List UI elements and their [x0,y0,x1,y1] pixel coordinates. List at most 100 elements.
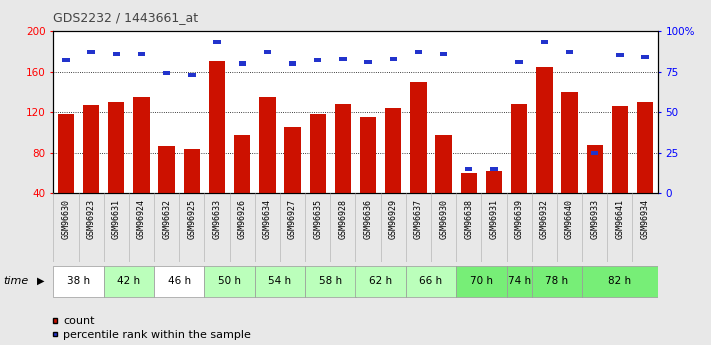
Text: GSM96634: GSM96634 [263,199,272,239]
Bar [314,58,321,62]
Bar [385,108,402,193]
Bar [515,60,523,64]
Bar [260,97,276,193]
Text: GSM96928: GSM96928 [338,199,348,239]
Bar [611,106,628,193]
Text: GSM96630: GSM96630 [61,199,70,239]
Bar [183,149,200,193]
Bar [264,50,271,54]
Text: 70 h: 70 h [470,276,493,286]
Bar [213,40,220,45]
Text: GSM96631: GSM96631 [112,199,121,239]
Bar [112,52,120,56]
Bar [238,61,246,66]
Bar [309,114,326,193]
Text: GSM96934: GSM96934 [641,199,650,239]
Bar [163,71,171,75]
Bar [486,171,502,193]
Bar [108,102,124,193]
Text: GSM96633: GSM96633 [213,199,222,239]
Text: count: count [63,316,95,326]
Bar [540,40,548,45]
Text: 78 h: 78 h [545,276,569,286]
Bar [491,167,498,171]
Bar [83,105,100,193]
Bar [506,266,532,297]
Text: GSM96632: GSM96632 [162,199,171,239]
Bar [159,146,175,193]
Text: 74 h: 74 h [508,276,530,286]
Text: 50 h: 50 h [218,276,241,286]
Bar [133,97,149,193]
Bar [390,57,397,61]
Text: GSM96638: GSM96638 [464,199,474,239]
Text: GSM96933: GSM96933 [590,199,599,239]
Text: GDS2232 / 1443661_at: GDS2232 / 1443661_at [53,11,198,24]
Text: GSM96641: GSM96641 [616,199,624,239]
Bar [562,92,578,193]
Text: percentile rank within the sample: percentile rank within the sample [63,330,251,339]
Bar [415,50,422,54]
Text: 58 h: 58 h [319,276,342,286]
Bar [410,82,427,193]
Text: 54 h: 54 h [268,276,292,286]
Bar [440,52,447,56]
Bar [154,266,205,297]
Text: GSM96931: GSM96931 [489,199,498,239]
Text: GSM96926: GSM96926 [237,199,247,239]
Bar [461,173,477,193]
Text: time: time [4,276,29,286]
Text: 66 h: 66 h [419,276,443,286]
Bar [234,136,250,193]
Text: GSM96923: GSM96923 [87,199,95,239]
Bar [365,60,372,64]
Text: GSM96927: GSM96927 [288,199,297,239]
Bar [536,67,552,193]
Bar [532,266,582,297]
Bar [104,266,154,297]
Bar [356,266,406,297]
Bar [339,57,346,61]
Text: ▶: ▶ [37,276,45,286]
Bar [582,266,658,297]
Bar [641,55,648,59]
Bar [63,58,70,62]
Bar [456,266,506,297]
Text: GSM96925: GSM96925 [187,199,196,239]
Bar [435,136,451,193]
Text: GSM96639: GSM96639 [515,199,524,239]
Bar [566,50,573,54]
Text: GSM96637: GSM96637 [414,199,423,239]
Bar [58,114,74,193]
Bar [465,167,473,171]
Text: GSM96635: GSM96635 [314,199,322,239]
Bar [587,145,603,193]
Bar [406,266,456,297]
Text: 38 h: 38 h [67,276,90,286]
Bar [305,266,356,297]
Bar [53,266,104,297]
Text: GSM96929: GSM96929 [389,199,397,239]
Text: GSM96924: GSM96924 [137,199,146,239]
Text: 42 h: 42 h [117,276,141,286]
Text: 46 h: 46 h [168,276,191,286]
Bar [255,266,305,297]
Bar [335,104,351,193]
Bar [284,127,301,193]
Text: 82 h: 82 h [609,276,631,286]
Text: GSM96932: GSM96932 [540,199,549,239]
Bar [188,73,196,77]
Bar [289,61,296,66]
Text: 62 h: 62 h [369,276,392,286]
Bar [637,102,653,193]
Bar [616,53,624,57]
Text: GSM96640: GSM96640 [565,199,574,239]
Text: GSM96930: GSM96930 [439,199,448,239]
Bar [591,151,599,155]
Bar [360,117,376,193]
Text: GSM96636: GSM96636 [363,199,373,239]
Bar [205,266,255,297]
Bar [138,52,145,56]
Bar [209,61,225,193]
Bar [511,104,528,193]
